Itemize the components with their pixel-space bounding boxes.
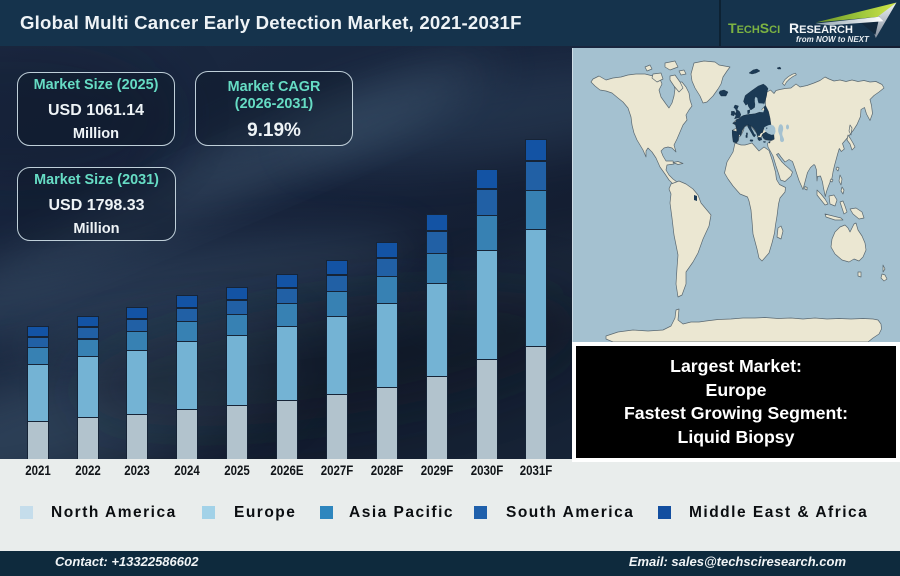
svg-text:from NOW to NEXT: from NOW to NEXT	[796, 35, 870, 44]
svg-text:RESEARCH: RESEARCH	[789, 20, 853, 36]
svg-text:TECHSCI: TECHSCI	[728, 20, 780, 36]
